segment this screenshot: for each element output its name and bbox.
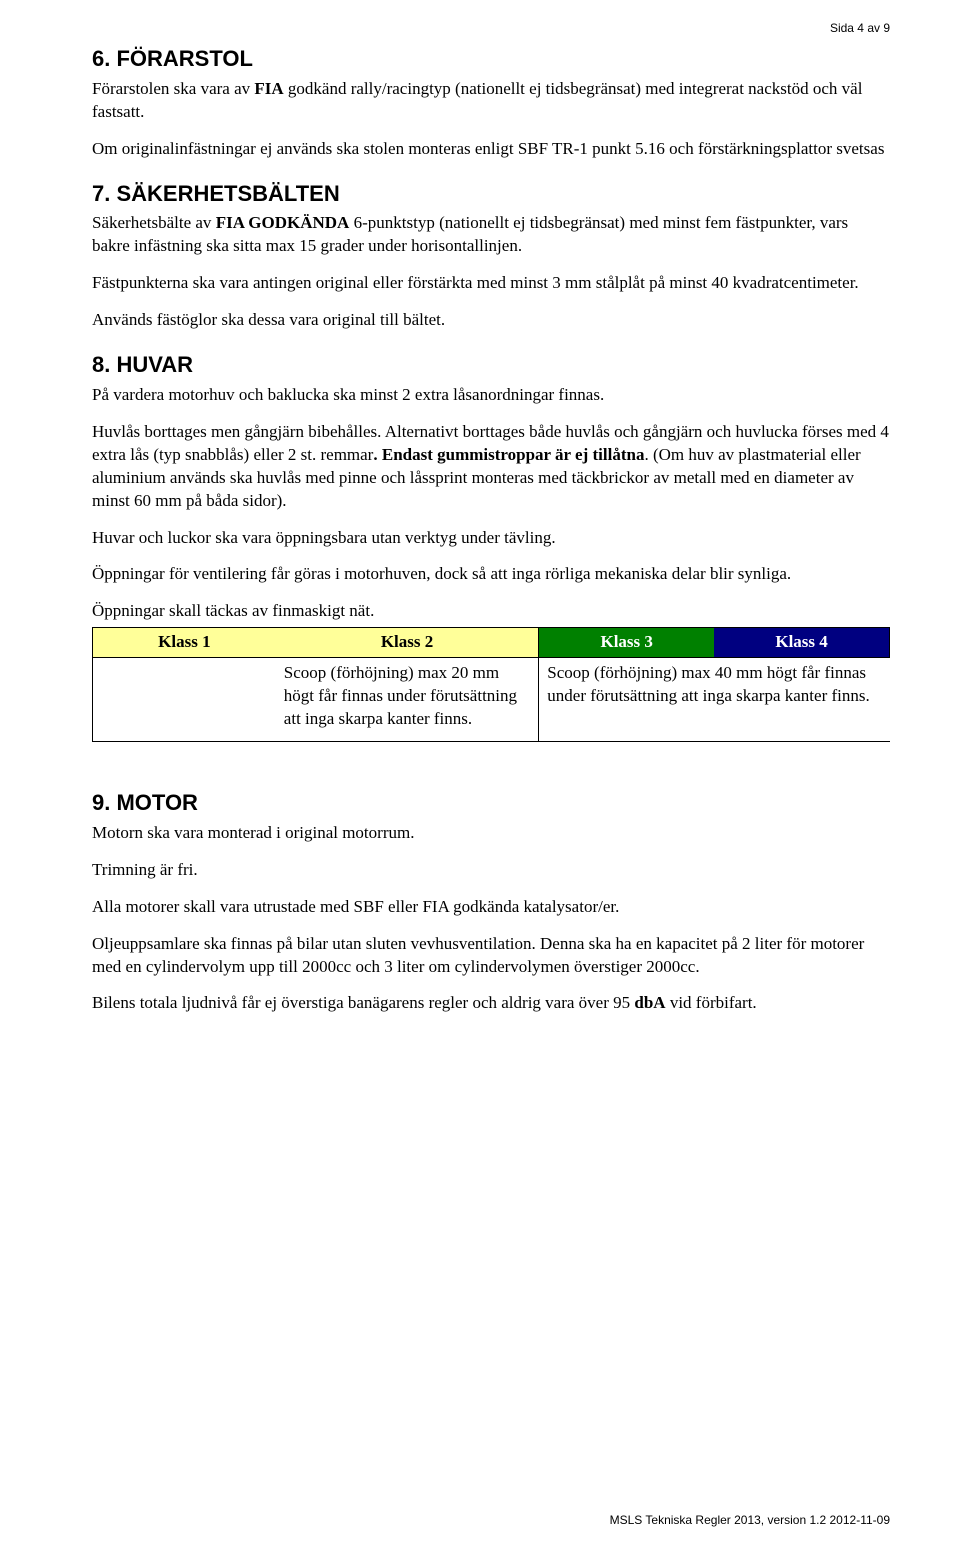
section-8-p1: På vardera motorhuv och baklucka ska min… — [92, 384, 890, 407]
cell-klass-34: Scoop (förhöjning) max 40 mm högt får fi… — [539, 658, 890, 742]
section-9-p1: Motorn ska vara monterad i original moto… — [92, 822, 890, 845]
section-9-p3: Alla motorer skall vara utrustade med SB… — [92, 896, 890, 919]
section-6-p2: Om originalinfästningar ej används ska s… — [92, 138, 890, 161]
section-9-p4: Oljeuppsamlare ska finnas på bilar utan … — [92, 933, 890, 979]
text-bold: dbA — [634, 993, 665, 1012]
klass-table: Klass 1 Klass 2 Klass 3 Klass 4 Scoop (f… — [92, 627, 890, 742]
section-8-p2: Huvlås borttages men gångjärn bibehålles… — [92, 421, 890, 513]
section-9-p5: Bilens totala ljudnivå får ej överstiga … — [92, 992, 890, 1015]
text: vid förbifart. — [666, 993, 757, 1012]
section-9-title: 9. MOTOR — [92, 788, 890, 818]
text: Bilens totala ljudnivå får ej överstiga … — [92, 993, 634, 1012]
section-8-p4: Öppningar för ventilering får göras i mo… — [92, 563, 890, 586]
section-7-p3: Används fästöglor ska dessa vara origina… — [92, 309, 890, 332]
section-6-title: 6. FÖRARSTOL — [92, 44, 890, 74]
section-7-p2: Fästpunkterna ska vara antingen original… — [92, 272, 890, 295]
header-klass-4: Klass 4 — [714, 628, 889, 658]
section-8-p5: Öppningar skall täckas av finmaskigt nät… — [92, 600, 890, 623]
cell-klass-1 — [93, 658, 276, 742]
text: Förarstolen ska vara av — [92, 79, 254, 98]
text: Säkerhetsbälte av — [92, 213, 216, 232]
section-7-title: 7. SÄKERHETSBÄLTEN — [92, 179, 890, 209]
section-9-p2: Trimning är fri. — [92, 859, 890, 882]
header-klass-2: Klass 2 — [276, 628, 539, 658]
text-bold: FIA GODKÄNDA — [216, 213, 350, 232]
table-row: Scoop (förhöjning) max 20 mm högt får fi… — [93, 658, 890, 742]
text-bold: FIA — [254, 79, 283, 98]
text-bold: . Endast gummistroppar är ej tillåtna — [373, 445, 644, 464]
page-footer: MSLS Tekniska Regler 2013, version 1.2 2… — [610, 1512, 890, 1528]
table-header-row: Klass 1 Klass 2 Klass 3 Klass 4 — [93, 628, 890, 658]
section-7-p1: Säkerhetsbälte av FIA GODKÄNDA 6-punktst… — [92, 212, 890, 258]
header-klass-3: Klass 3 — [539, 628, 714, 658]
page-number-header: Sida 4 av 9 — [92, 20, 890, 36]
page-container: Sida 4 av 9 6. FÖRARSTOL Förarstolen ska… — [0, 0, 960, 1546]
cell-klass-2: Scoop (förhöjning) max 20 mm högt får fi… — [276, 658, 539, 742]
section-6-p1: Förarstolen ska vara av FIA godkänd rall… — [92, 78, 890, 124]
header-klass-1: Klass 1 — [93, 628, 276, 658]
section-8-p3: Huvar och luckor ska vara öppningsbara u… — [92, 527, 890, 550]
section-8-title: 8. HUVAR — [92, 350, 890, 380]
